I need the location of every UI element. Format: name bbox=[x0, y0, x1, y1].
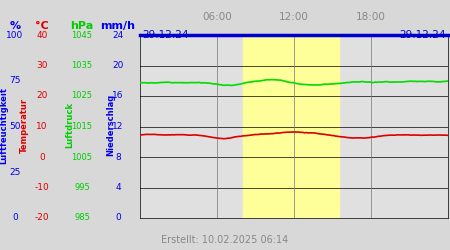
Text: 1035: 1035 bbox=[72, 61, 93, 70]
Text: 20: 20 bbox=[36, 92, 48, 100]
Text: Temperatur: Temperatur bbox=[20, 98, 29, 152]
Text: 24: 24 bbox=[112, 30, 124, 40]
Text: °C: °C bbox=[35, 21, 49, 31]
Bar bbox=[243, 35, 339, 218]
Text: 985: 985 bbox=[74, 214, 90, 222]
Text: -20: -20 bbox=[35, 214, 50, 222]
Text: 06:00: 06:00 bbox=[202, 12, 232, 22]
Text: 30: 30 bbox=[36, 61, 48, 70]
Text: 12:00: 12:00 bbox=[279, 12, 309, 22]
Text: -10: -10 bbox=[35, 183, 50, 192]
Text: hPa: hPa bbox=[70, 21, 94, 31]
Text: 0: 0 bbox=[39, 152, 45, 162]
Text: 29.12.24: 29.12.24 bbox=[399, 30, 446, 40]
Text: 40: 40 bbox=[36, 30, 48, 40]
Text: 0: 0 bbox=[12, 214, 18, 222]
Text: 75: 75 bbox=[9, 76, 21, 85]
Text: 20: 20 bbox=[112, 61, 124, 70]
Text: 10: 10 bbox=[36, 122, 48, 131]
Text: 0: 0 bbox=[115, 214, 121, 222]
Text: 29.12.24: 29.12.24 bbox=[142, 30, 189, 40]
Text: 1045: 1045 bbox=[72, 30, 93, 40]
Text: 995: 995 bbox=[74, 183, 90, 192]
Text: Niederschlag: Niederschlag bbox=[106, 94, 115, 156]
Text: 1015: 1015 bbox=[72, 122, 93, 131]
Text: 8: 8 bbox=[115, 152, 121, 162]
Text: Erstellt: 10.02.2025 06:14: Erstellt: 10.02.2025 06:14 bbox=[162, 235, 288, 245]
Text: 25: 25 bbox=[9, 168, 21, 177]
Text: 50: 50 bbox=[9, 122, 21, 131]
Text: Luftdruck: Luftdruck bbox=[65, 102, 74, 148]
Text: 12: 12 bbox=[112, 122, 124, 131]
Text: mm/h: mm/h bbox=[100, 21, 135, 31]
Text: 4: 4 bbox=[115, 183, 121, 192]
Text: 1005: 1005 bbox=[72, 152, 93, 162]
Text: 16: 16 bbox=[112, 92, 124, 100]
Text: %: % bbox=[9, 21, 21, 31]
Text: Luftfeuchtigkeit: Luftfeuchtigkeit bbox=[0, 86, 8, 164]
Text: 100: 100 bbox=[6, 30, 23, 40]
Text: 1025: 1025 bbox=[72, 92, 93, 100]
Text: 18:00: 18:00 bbox=[356, 12, 386, 22]
